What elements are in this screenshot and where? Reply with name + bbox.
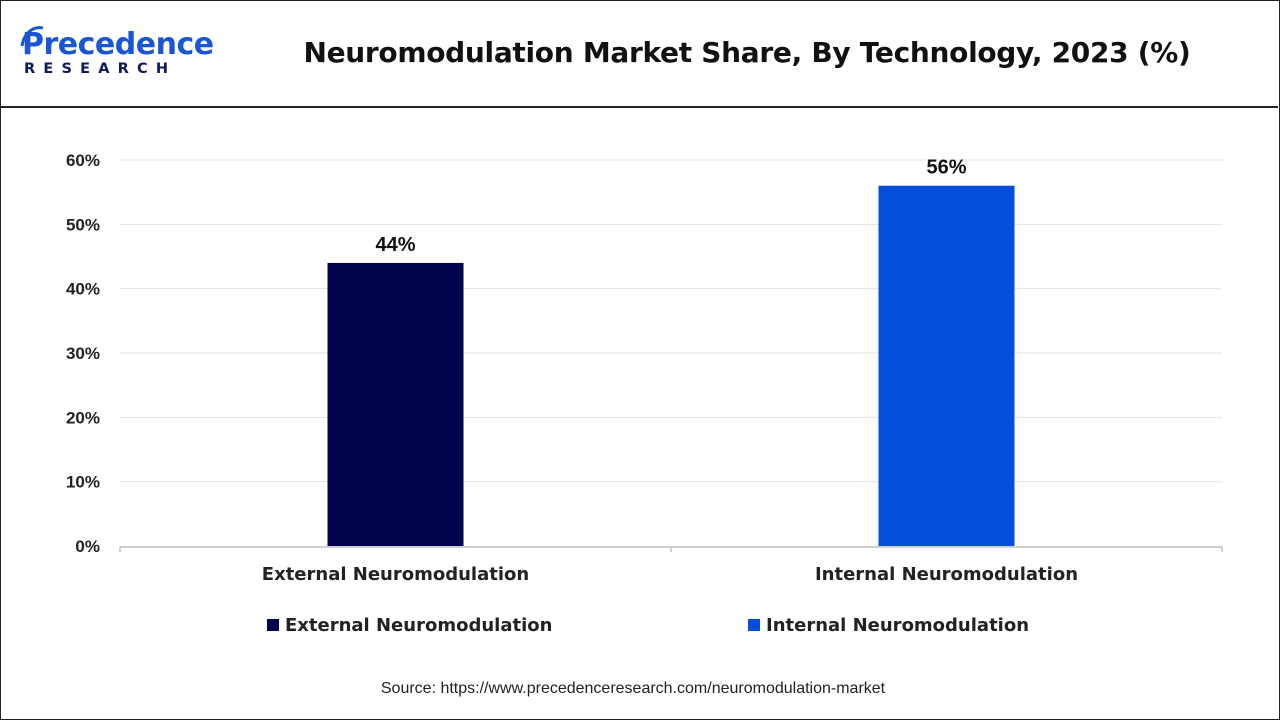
legend-label: Internal Neuromodulation	[766, 615, 1029, 636]
bar-chart: 0% 10% 20% 30% 40% 50% 60% 44% External Neuromod…	[66, 151, 1223, 636]
logo-wordmark: Precedence	[22, 27, 214, 62]
y-tick-label: 20%	[66, 408, 100, 427]
page-title: Neuromodulation Market Share, By Technol…	[303, 36, 1191, 69]
y-tick-label: 60%	[66, 151, 100, 170]
header: Precedence RESEARCH Neuromodulation Mark…	[0, 0, 1278, 108]
x-tick-label: External Neuromodulation	[262, 564, 529, 585]
y-tick-label: 30%	[66, 344, 100, 363]
x-tick-label: Internal Neuromodulation	[815, 564, 1078, 585]
y-tick-label: 10%	[66, 473, 100, 492]
logo-swoosh-icon	[20, 26, 44, 47]
brand-logo: Precedence RESEARCH	[20, 26, 214, 84]
bar	[878, 185, 1015, 546]
logo-subtitle: RESEARCH	[24, 61, 177, 77]
legend-label: External Neuromodulation	[285, 615, 552, 636]
y-tick-label: 40%	[66, 280, 100, 299]
y-tick-label: 50%	[66, 215, 100, 234]
y-tick-label: 0%	[75, 537, 100, 556]
data-label: 44%	[375, 234, 415, 256]
legend-swatch	[267, 619, 279, 631]
data-label: 56%	[926, 157, 966, 179]
legend-swatch	[748, 619, 760, 631]
source-note: Source: https://www.precedenceresearch.c…	[380, 680, 886, 697]
bar	[327, 262, 464, 546]
